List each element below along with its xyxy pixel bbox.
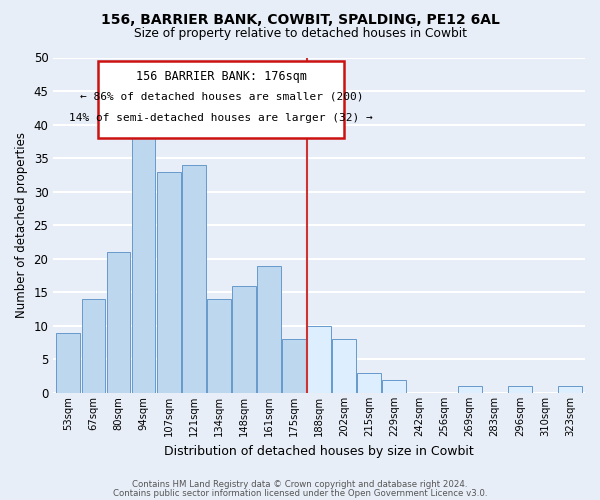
Bar	[458, 386, 482, 393]
Bar	[508, 386, 532, 393]
Bar	[382, 380, 406, 393]
Bar	[232, 286, 256, 393]
Text: 156 BARRIER BANK: 176sqm: 156 BARRIER BANK: 176sqm	[136, 70, 307, 83]
Bar	[131, 124, 155, 393]
Y-axis label: Number of detached properties: Number of detached properties	[15, 132, 28, 318]
Text: ← 86% of detached houses are smaller (200): ← 86% of detached houses are smaller (20…	[80, 92, 363, 102]
Bar	[257, 266, 281, 393]
Bar	[82, 299, 106, 393]
Bar	[307, 326, 331, 393]
Text: Size of property relative to detached houses in Cowbit: Size of property relative to detached ho…	[133, 28, 467, 40]
Text: Contains HM Land Registry data © Crown copyright and database right 2024.: Contains HM Land Registry data © Crown c…	[132, 480, 468, 489]
Bar	[56, 332, 80, 393]
Text: 156, BARRIER BANK, COWBIT, SPALDING, PE12 6AL: 156, BARRIER BANK, COWBIT, SPALDING, PE1…	[101, 12, 499, 26]
Bar	[157, 172, 181, 393]
Bar	[558, 386, 582, 393]
Text: 14% of semi-detached houses are larger (32) →: 14% of semi-detached houses are larger (…	[70, 113, 373, 123]
X-axis label: Distribution of detached houses by size in Cowbit: Distribution of detached houses by size …	[164, 444, 474, 458]
FancyBboxPatch shape	[98, 61, 344, 138]
Bar	[358, 373, 381, 393]
Text: Contains public sector information licensed under the Open Government Licence v3: Contains public sector information licen…	[113, 488, 487, 498]
Bar	[182, 165, 206, 393]
Bar	[107, 252, 130, 393]
Bar	[332, 340, 356, 393]
Bar	[207, 299, 231, 393]
Bar	[282, 340, 306, 393]
